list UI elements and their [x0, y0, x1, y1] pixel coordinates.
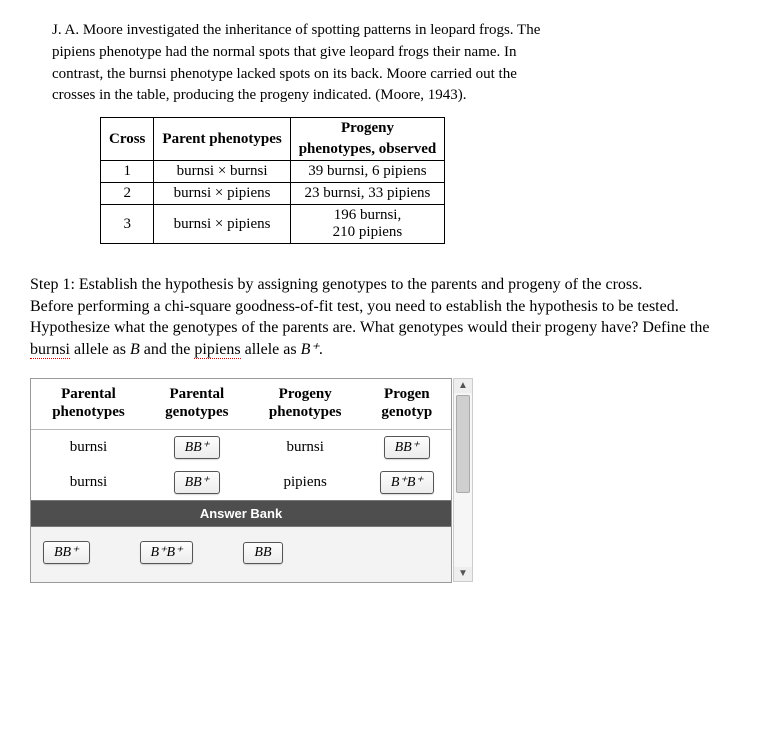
col-progeny-pheno: Progenyphenotypes: [248, 379, 363, 430]
scroll-track[interactable]: [454, 393, 472, 567]
col-parental-pheno: Parentalphenotypes: [31, 379, 146, 430]
cross-progeny: 196 burnsi, 210 pipiens: [290, 205, 445, 244]
scrollbar[interactable]: ▲ ▼: [453, 378, 473, 582]
bank-chip[interactable]: BB: [243, 542, 282, 564]
table-row: 1 burnsi × burnsi 39 burnsi, 6 pipiens: [101, 161, 445, 183]
col-parental-geno: Parentalgenotypes: [146, 379, 248, 430]
cross-header-parents: Parent phenotypes: [154, 118, 290, 161]
step-line3a: Hypothesize what the genotypes of the pa…: [30, 319, 709, 336]
table-row: 2 burnsi × pipiens 23 burnsi, 33 pipiens: [101, 183, 445, 205]
progeny-pheno: pipiens: [248, 465, 363, 500]
bank-chip[interactable]: BB⁺: [43, 541, 90, 564]
table-row: burnsi BB⁺ pipiens B⁺B⁺: [31, 465, 451, 500]
answer-bank-header: Answer Bank: [31, 500, 451, 527]
progeny-line: 210 pipiens: [333, 224, 403, 240]
drop-slot[interactable]: BB⁺: [146, 465, 248, 500]
step-mid3: allele as: [241, 341, 301, 358]
drop-slot[interactable]: BB⁺: [363, 430, 451, 466]
answer-area: Parentalphenotypes Parentalgenotypes Pro…: [30, 378, 452, 583]
cross-header-progeny-2: phenotypes, observed: [290, 139, 445, 161]
drop-slot[interactable]: B⁺B⁺: [363, 465, 451, 500]
col-progeny-geno: Progengenotyp: [363, 379, 451, 430]
scroll-up-icon[interactable]: ▲: [458, 379, 468, 393]
cross-parents: burnsi × pipiens: [154, 205, 290, 244]
allele-b: B: [130, 341, 140, 358]
genotype-chip[interactable]: B⁺B⁺: [380, 471, 434, 494]
step-mid2: and the: [140, 341, 195, 358]
progeny-pheno: burnsi: [248, 430, 363, 466]
answer-table: Parentalphenotypes Parentalgenotypes Pro…: [31, 378, 451, 500]
scroll-thumb[interactable]: [456, 395, 470, 493]
cross-progeny: 39 burnsi, 6 pipiens: [290, 161, 445, 183]
bank-chip[interactable]: B⁺B⁺: [140, 541, 194, 564]
genotype-chip[interactable]: BB⁺: [384, 436, 431, 459]
burnsi-word: burnsi: [30, 341, 70, 359]
genotype-chip[interactable]: BB⁺: [174, 436, 221, 459]
answer-bank: BB⁺ B⁺B⁺ BB: [31, 527, 451, 582]
step-text: Step 1: Establish the hypothesis by assi…: [30, 274, 732, 360]
scroll-down-icon[interactable]: ▼: [458, 567, 468, 581]
allele-bplus: B⁺: [301, 341, 319, 358]
drop-slot[interactable]: BB⁺: [146, 430, 248, 466]
step-mid1: allele as: [70, 341, 130, 358]
parental-pheno: burnsi: [31, 430, 146, 466]
step-title: Step 1: Establish the hypothesis by assi…: [30, 276, 642, 293]
table-row: burnsi BB⁺ burnsi BB⁺: [31, 430, 451, 466]
cross-header-cross: Cross: [101, 118, 154, 161]
cross-num: 1: [101, 161, 154, 183]
cross-num: 2: [101, 183, 154, 205]
pipiens-word: pipiens: [194, 341, 240, 359]
cross-progeny: 23 burnsi, 33 pipiens: [290, 183, 445, 205]
cross-parents: burnsi × pipiens: [154, 183, 290, 205]
intro-paragraph: J. A. Moore investigated the inheritance…: [52, 20, 552, 107]
parental-pheno: burnsi: [31, 465, 146, 500]
step-end: .: [319, 341, 323, 358]
cross-parents: burnsi × burnsi: [154, 161, 290, 183]
progeny-line: 196 burnsi,: [334, 207, 402, 223]
genotype-chip[interactable]: BB⁺: [174, 471, 221, 494]
cross-header-progeny-1: Progeny: [290, 118, 445, 140]
step-line2: Before performing a chi-square goodness-…: [30, 298, 679, 315]
table-row: 3 burnsi × pipiens 196 burnsi, 210 pipie…: [101, 205, 445, 244]
cross-num: 3: [101, 205, 154, 244]
cross-table: Cross Parent phenotypes Progeny phenotyp…: [100, 117, 445, 244]
